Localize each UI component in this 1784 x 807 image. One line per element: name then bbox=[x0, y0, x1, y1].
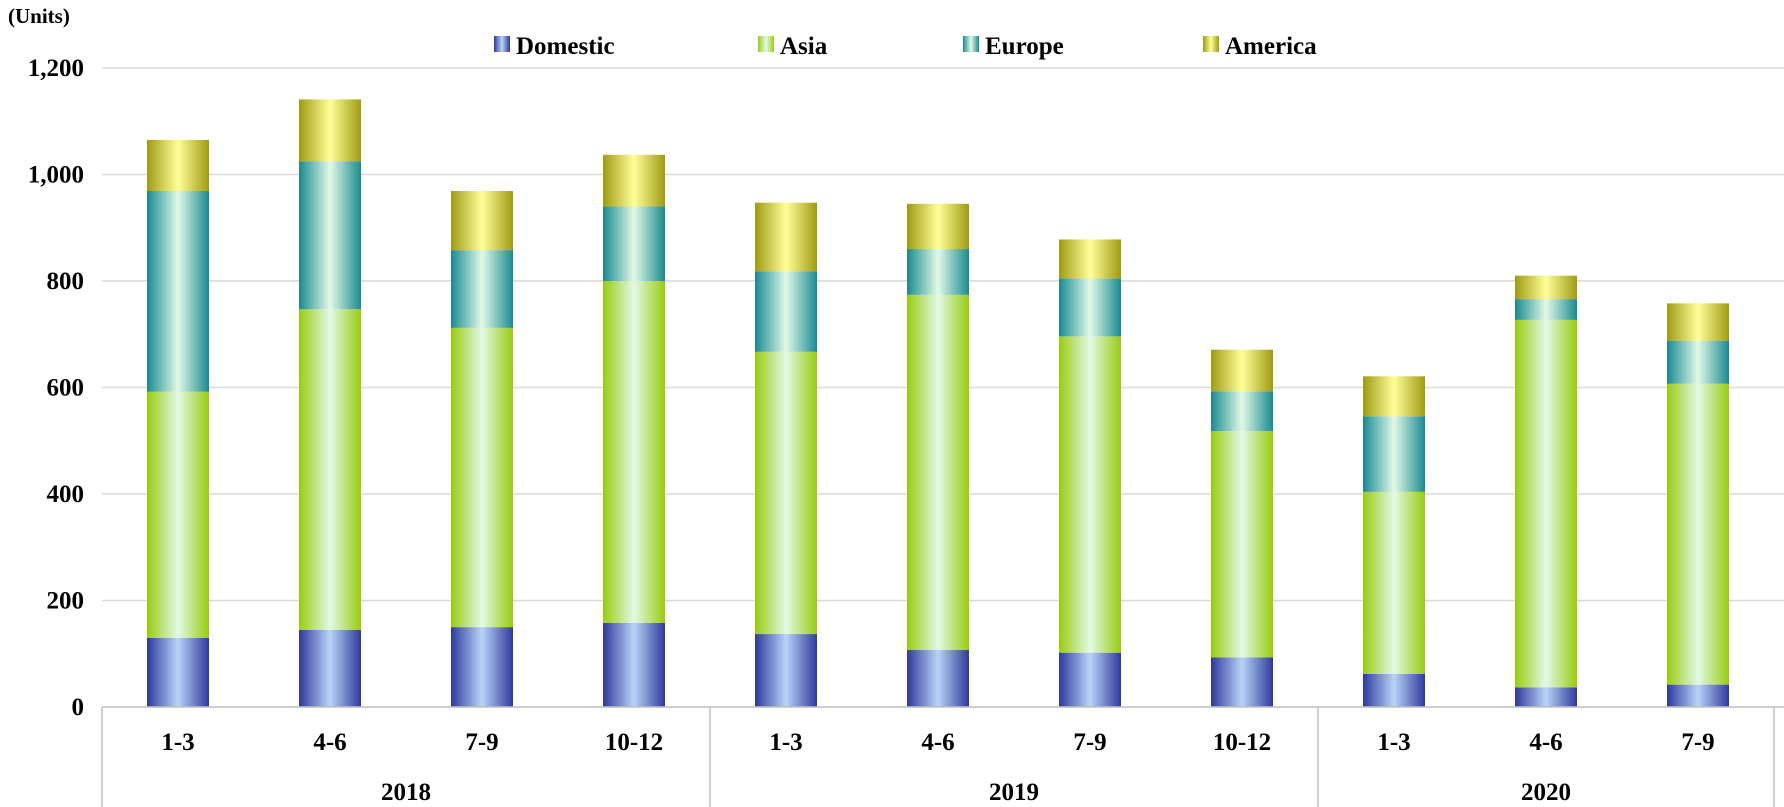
y-tick-label: 1,200 bbox=[28, 55, 84, 82]
bars bbox=[147, 99, 1729, 707]
bar-asia bbox=[1059, 336, 1121, 653]
x-tick-label: 7-9 bbox=[465, 729, 498, 756]
y-tick-label: 800 bbox=[47, 268, 85, 295]
bar-america bbox=[755, 202, 817, 272]
bar-europe bbox=[1515, 299, 1577, 320]
bar-europe bbox=[907, 249, 969, 295]
bar-asia bbox=[1515, 319, 1577, 688]
bar-europe bbox=[755, 271, 817, 352]
bar-america bbox=[1059, 239, 1121, 279]
x-tick-label: 7-9 bbox=[1681, 729, 1714, 756]
bar-asia bbox=[299, 309, 361, 630]
bar-domestic bbox=[755, 634, 817, 707]
y-tick-label: 400 bbox=[47, 481, 85, 508]
x-tick-label: 1-3 bbox=[769, 729, 802, 756]
bar-america bbox=[299, 99, 361, 162]
bar-europe bbox=[147, 191, 209, 392]
y-tick-label: 600 bbox=[47, 375, 85, 402]
bar-europe bbox=[299, 161, 361, 310]
x-tick-label: 1-3 bbox=[1377, 729, 1410, 756]
legend-label: America bbox=[1225, 33, 1317, 60]
y-tick-label: 1,000 bbox=[28, 162, 84, 189]
y-axis-ticks: 0 200 400 600 800 1,000 1,200 bbox=[28, 55, 84, 721]
legend-item-asia: Asia bbox=[758, 33, 828, 60]
x-tick-label: 1-3 bbox=[161, 729, 194, 756]
legend-label: Domestic bbox=[516, 33, 615, 60]
bar-asia bbox=[1363, 491, 1425, 674]
legend-label: Europe bbox=[985, 33, 1064, 60]
legend-item-domestic: Domestic bbox=[494, 33, 615, 60]
bar-america bbox=[1211, 349, 1273, 392]
legend: Domestic Asia Europe America bbox=[494, 33, 1317, 60]
bar-america bbox=[1515, 275, 1577, 300]
bar-europe bbox=[451, 250, 513, 328]
bar-america bbox=[1667, 303, 1729, 341]
bar-america bbox=[451, 191, 513, 251]
y-axis-unit-label: (Units) bbox=[8, 4, 70, 28]
x-tick-label: 10-12 bbox=[605, 729, 663, 756]
bar-domestic bbox=[1667, 684, 1729, 707]
y-tick-label: 0 bbox=[72, 694, 85, 721]
bar-domestic bbox=[451, 627, 513, 707]
bar-asia bbox=[1211, 431, 1273, 658]
bar-asia bbox=[451, 327, 513, 628]
bar-domestic bbox=[299, 629, 361, 707]
bar-europe bbox=[1667, 340, 1729, 384]
bar-america bbox=[1363, 376, 1425, 417]
legend-swatch bbox=[1203, 36, 1219, 52]
bar-asia bbox=[603, 281, 665, 623]
bar-domestic bbox=[1515, 687, 1577, 707]
legend-swatch bbox=[758, 36, 774, 52]
x-group-label: 2019 bbox=[989, 779, 1039, 806]
x-tick-label: 7-9 bbox=[1073, 729, 1106, 756]
bar-domestic bbox=[1211, 657, 1273, 707]
x-tick-label: 4-6 bbox=[313, 729, 346, 756]
bar-america bbox=[907, 203, 969, 250]
bar-domestic bbox=[1059, 652, 1121, 707]
y-tick-label: 200 bbox=[47, 588, 85, 615]
bar-asia bbox=[1667, 383, 1729, 685]
bar-europe bbox=[1211, 391, 1273, 432]
bar-america bbox=[603, 154, 665, 207]
bar-domestic bbox=[1363, 673, 1425, 707]
legend-label: Asia bbox=[780, 33, 828, 60]
legend-swatch bbox=[494, 36, 510, 52]
legend-item-europe: Europe bbox=[963, 33, 1064, 60]
bar-america bbox=[147, 139, 209, 192]
legend-item-america: America bbox=[1203, 33, 1317, 60]
bar-domestic bbox=[603, 622, 665, 707]
x-tick-label: 4-6 bbox=[921, 729, 954, 756]
x-tick-label: 10-12 bbox=[1213, 729, 1271, 756]
bar-asia bbox=[755, 351, 817, 635]
bar-domestic bbox=[147, 637, 209, 707]
bar-europe bbox=[1059, 278, 1121, 337]
bar-europe bbox=[603, 206, 665, 281]
bar-asia bbox=[147, 391, 209, 638]
bar-europe bbox=[1363, 416, 1425, 492]
x-axis: 1-3 4-6 7-9 10-12 1-3 4-6 7-9 10-12 1-3 4-6 7-9 201… bbox=[101, 706, 1784, 807]
x-group-label: 2018 bbox=[381, 779, 431, 806]
x-group-label: 2020 bbox=[1521, 779, 1571, 806]
bar-domestic bbox=[907, 650, 969, 707]
x-tick-label: 4-6 bbox=[1529, 729, 1562, 756]
legend-swatch bbox=[963, 36, 979, 52]
bar-asia bbox=[907, 294, 969, 651]
